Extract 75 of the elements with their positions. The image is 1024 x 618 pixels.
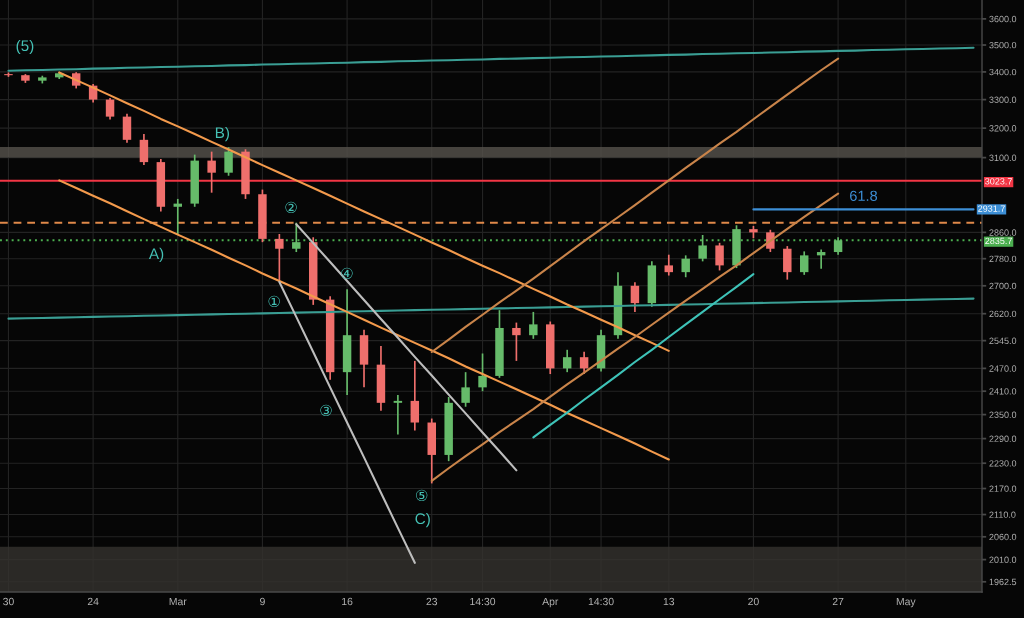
x-tick-label: 30 [3,597,14,606]
y-tick-label: 3500.0 [989,41,1017,49]
x-tick-label: 24 [87,597,99,606]
candlestick [512,321,521,362]
candlestick [698,234,707,263]
candlestick [105,97,115,121]
annotation: ② [285,201,297,214]
candlestick [478,352,487,393]
line-series [58,71,670,352]
annotation: ④ [341,267,353,280]
candlestick [224,146,233,177]
data-label: 2931.7 [978,205,1005,212]
y-tick-label: 2860.0 [989,229,1017,236]
annotation: A) [148,247,164,263]
y-tick-label: 2060.0 [989,533,1017,541]
ref-line-label: 2835.7 [985,237,1012,245]
y-tick-label: 2410.0 [989,388,1017,395]
candlestick [393,394,403,436]
line-series [430,57,840,354]
candlestick [664,253,674,277]
y-tick-label: 2290.0 [989,435,1017,442]
x-tick-label: 13 [663,597,675,606]
y-tick-label: 2350.0 [989,411,1017,418]
x-tick-label: 16 [342,597,353,606]
x-tick-label: Apr [542,597,559,608]
x-tick-label: 20 [748,597,759,606]
line-series [532,273,755,439]
line-series [430,192,840,482]
candlestick [799,250,809,276]
candlestick [207,150,216,194]
y-tick-label: 3300.0 [989,96,1017,103]
x-tick-label: May [896,597,916,608]
candlestick [275,233,284,282]
candlestick [715,241,724,272]
x-tick-label: 14:30 [470,597,496,606]
y-tick-label: 2170.0 [989,485,1017,492]
candlestick [681,254,690,279]
x-tick-label: 27 [832,597,844,606]
line-series [58,179,670,461]
annotation: C) [415,512,430,528]
y-tick-label: 3600.0 [989,15,1017,23]
candlestick [139,133,149,166]
series-label: 61.8 [850,190,878,201]
candlestick [783,245,792,281]
candlestick [529,311,538,340]
y-tick-label: 2620.0 [989,310,1017,318]
x-tick-label: Mar [169,597,187,606]
y-tick-label: 3200.0 [989,125,1017,132]
x-tick-label: 14:30 [588,597,614,606]
candlestick [292,221,301,253]
y-tick-label: 3400.0 [989,68,1017,76]
y-tick-label: 1962.5 [989,578,1017,586]
y-tick-label: 2110.0 [989,511,1016,518]
y-tick-label: 3100.0 [989,154,1017,161]
y-tick-label: 2545.0 [989,337,1017,344]
candlestick [630,281,640,313]
line-series [295,223,518,472]
x-tick-label: 23 [426,597,438,606]
annotation: B) [215,126,230,142]
candlestick [562,348,572,373]
line-series [278,280,416,564]
y-tick-label: 2010.0 [989,556,1017,563]
candlestick [410,360,420,432]
y-tick-label: 2780.0 [989,255,1017,263]
candlestick [461,371,470,408]
annotation: ③ [320,404,332,417]
y-tick-label: 2700.0 [989,282,1017,290]
candlestick [122,112,132,144]
annotation: ① [268,295,280,308]
y-tick-label: 2470.0 [989,365,1017,372]
x-tick-label: 9 [260,597,265,606]
annotation: (5) [16,39,34,55]
annotation: ⑤ [415,489,428,502]
y-tick-label: 2230.0 [989,460,1017,467]
ref-line-label: 3023.7 [985,178,1012,185]
